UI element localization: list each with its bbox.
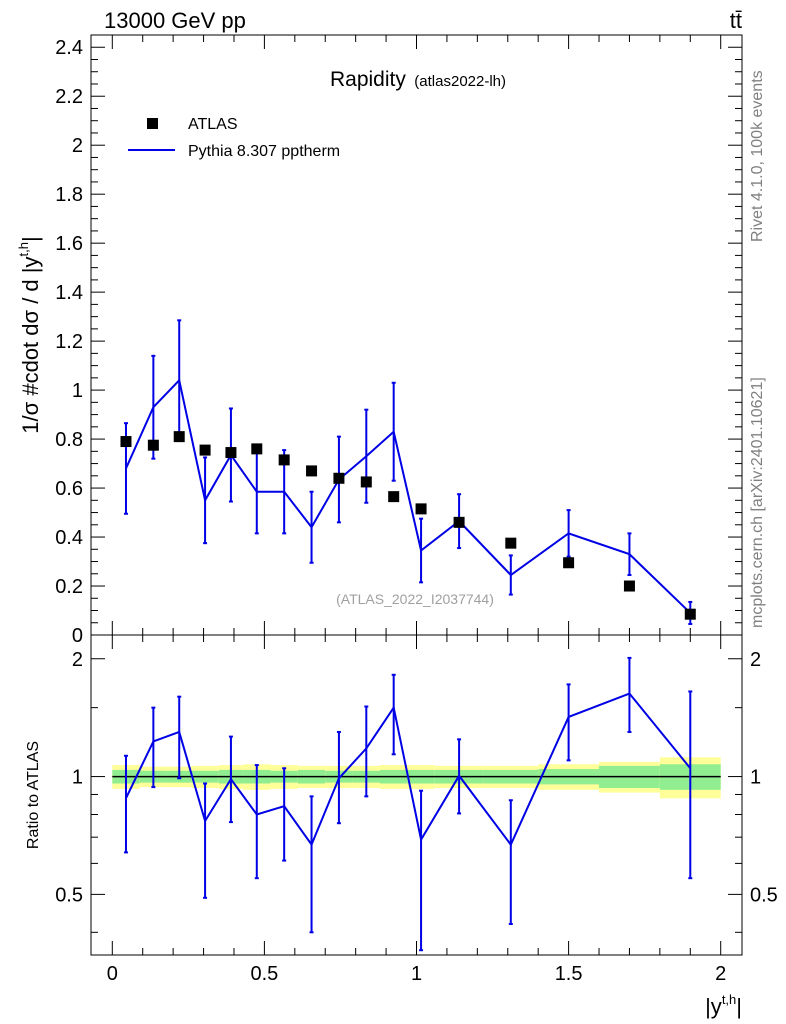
analysis-watermark: (ATLAS_2022_I2037744) [336, 591, 494, 607]
x-label-main: |y [705, 994, 722, 1019]
ratio-y-tick-label-right: 2 [750, 649, 761, 671]
data-point [623, 580, 635, 592]
upper-y-tick-label: 2.2 [55, 86, 83, 108]
upper-y-tick-label: 2.4 [55, 37, 83, 59]
upper-y-label-main: 1/σ #cdot dσ / d |y [18, 257, 43, 434]
plot-title: Rapidity (atlas2022-lh) [330, 68, 506, 91]
upper-y-tick-label: 1.4 [55, 282, 83, 304]
x-label-sup: t,h [722, 992, 736, 1007]
upper-y-tick-label: 0.4 [55, 527, 83, 549]
data-point [199, 444, 211, 456]
data-point [563, 557, 575, 569]
ratio-y-tick-label: 1 [72, 767, 83, 789]
rivet-version-label: Rivet 4.1.0, 100k events [749, 70, 766, 242]
data-point [278, 454, 290, 466]
plot-title-suffix: (atlas2022-lh) [414, 73, 506, 90]
ratio-y-tick-label-right: 1 [750, 767, 761, 789]
upper-y-tick-label: 0 [72, 625, 83, 647]
upper-y-axis-label: 1/σ #cdot dσ / d |yt,h| [16, 236, 43, 433]
mc-series-line [125, 378, 691, 614]
upper-y-tick-label: 0.6 [55, 478, 83, 500]
mcplots-label: mcplots.cern.ch [arXiv:2401.10621] [749, 377, 766, 628]
ratio-y-axis-label: Ratio to ATLAS [25, 741, 42, 849]
upper-y-label-sup: t,h [16, 242, 31, 256]
upper-y-tick-label: 1 [72, 380, 83, 402]
upper-y-tick-label: 1.8 [55, 184, 83, 206]
upper-panel: 0 0.2 0.4 0.6 0.8 1 1.2 1.4 1.6 1.8 2 2.2 2.4 [55, 34, 743, 647]
upper-y-label-end: | [18, 236, 43, 242]
upper-y-tick-label: 2 [72, 135, 83, 157]
upper-y-tick-label: 0.8 [55, 429, 83, 451]
ratio-y-tick-label-right: 0.5 [750, 884, 778, 906]
legend-label-pythia: Pythia 8.307 pptherm [188, 143, 340, 160]
x-tick-label: 0.5 [250, 963, 278, 985]
plot-title-main: Rapidity [330, 68, 406, 91]
data-point [415, 503, 427, 515]
ratio-y-tick-label: 2 [72, 649, 83, 671]
data-point [225, 447, 237, 459]
data-point [453, 516, 465, 528]
upper-y-tick-label: 0.2 [55, 576, 83, 598]
data-point [684, 608, 696, 620]
data-point [388, 491, 400, 503]
data-point [505, 537, 517, 549]
x-tick-label: 1.5 [555, 963, 583, 985]
upper-y-tick-label: 1.2 [55, 331, 83, 353]
x-label-end: | [736, 994, 742, 1019]
data-point [333, 472, 345, 484]
ratio-frame [90, 634, 743, 956]
legend-marker-atlas [147, 118, 158, 129]
process-label: tt̄ [730, 8, 742, 33]
data-point [173, 431, 185, 443]
legend-label-atlas: ATLAS [188, 116, 238, 133]
data-point [306, 465, 318, 477]
energy-label: 13000 GeV pp [104, 8, 246, 33]
x-tick-label: 1 [411, 963, 422, 985]
ratio-y-tick-label: 0.5 [55, 884, 83, 906]
data-point [360, 476, 372, 488]
x-axis-label: |yt,h| [705, 992, 742, 1019]
data-point [147, 439, 159, 451]
upper-y-tick-label: 1.6 [55, 233, 83, 255]
data-point [251, 443, 263, 455]
x-tick-label: 2 [715, 963, 726, 985]
ratio-panel: 0 0.5 1 1.5 2 0.5 1 2 0.5 1 2 [55, 634, 778, 985]
data-point [120, 436, 132, 448]
legend: ATLAS Pythia 8.307 pptherm [128, 116, 340, 160]
x-tick-label: 0 [107, 963, 118, 985]
